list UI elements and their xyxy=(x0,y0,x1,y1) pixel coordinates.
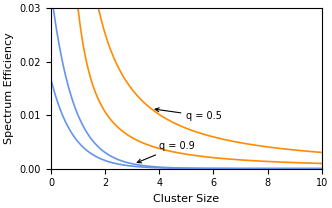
Text: q = 0.5: q = 0.5 xyxy=(155,108,222,121)
X-axis label: Cluster Size: Cluster Size xyxy=(153,194,219,204)
Text: q = 0.9: q = 0.9 xyxy=(137,141,195,163)
Y-axis label: Spectrum Efficiency: Spectrum Efficiency xyxy=(4,32,14,144)
